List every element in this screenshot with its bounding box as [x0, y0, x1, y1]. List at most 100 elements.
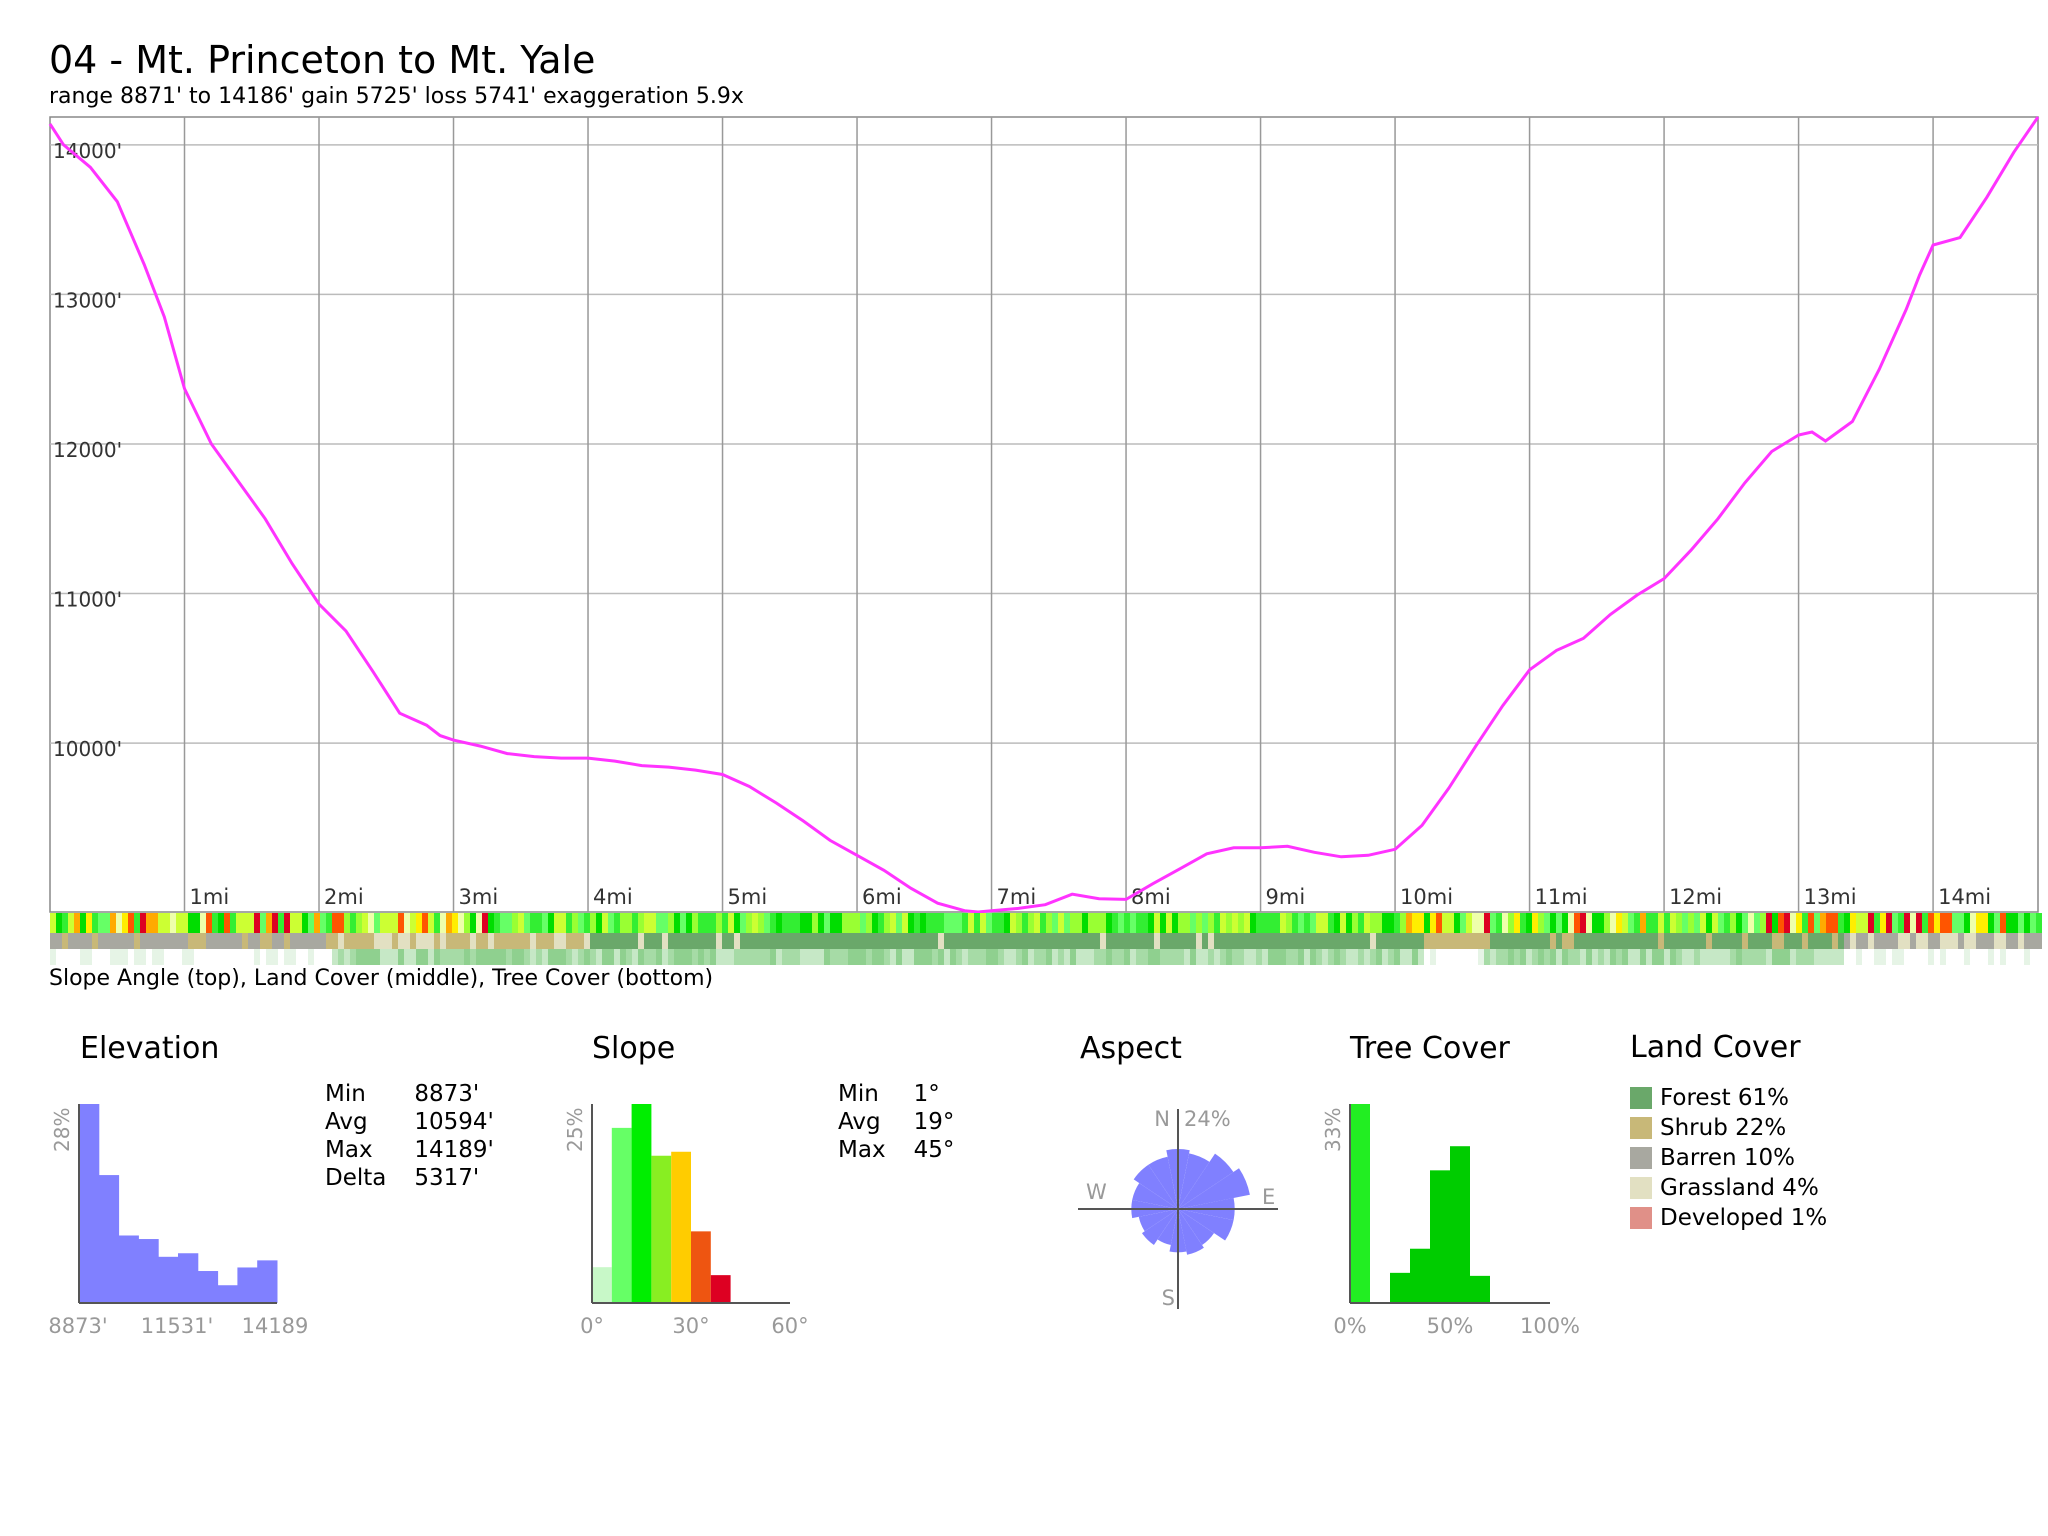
slope-strip-cell: [1298, 913, 1304, 933]
tree-cover-strip-cell: [1820, 949, 1826, 965]
tree-cover-strip-cell: [386, 949, 392, 965]
tree-cover-strip-cell: [968, 949, 974, 965]
tree-cover-strip-cell: [128, 949, 134, 965]
tree-cover-histogram: Tree Cover 33% 0% 50% 100%: [1321, 1031, 1580, 1338]
land-cover-label: Grassland 4%: [1660, 1175, 1819, 1201]
land-cover-strip-cell: [1682, 933, 1688, 949]
land-cover-strip-cell: [1994, 933, 2000, 949]
land-cover-strip-cell: [800, 933, 806, 949]
tree-cover-strip-cell: [542, 949, 548, 965]
slope-strip-cell: [368, 913, 374, 933]
slope-strip-cell: [1256, 913, 1262, 933]
land-cover-strip-cell: [458, 933, 464, 949]
land-cover-strip-cell: [1850, 933, 1856, 949]
tree-cover-strip-cell: [482, 949, 488, 965]
tree-cover-strip-cell: [1586, 949, 1592, 965]
tree-cover-strip-cell: [2024, 949, 2030, 965]
x-tick-label: 9mi: [1266, 885, 1306, 909]
slope-strip-cell: [146, 913, 152, 933]
tree-cover-strip-cell: [956, 949, 962, 965]
slope-strip-cell: [1004, 913, 1010, 933]
land-cover-strip-cell: [1160, 933, 1166, 949]
land-cover-strip-cell: [1130, 933, 1136, 949]
slope-strip-cell: [176, 913, 182, 933]
tree-cover-strip-cell: [152, 949, 158, 965]
land-cover-strip-cell: [194, 933, 200, 949]
land-cover-strip-cell: [1208, 933, 1214, 949]
land-cover-strip-cell: [692, 933, 698, 949]
land-cover-strip-cell: [1982, 933, 1988, 949]
land-cover-strip-cell: [542, 933, 548, 949]
tree-cover-strip-cell: [1880, 949, 1886, 965]
slope-strip-cell: [1802, 913, 1808, 933]
tree-cover-strip-cell: [1766, 949, 1772, 965]
slope-strip-cell: [2000, 913, 2006, 933]
tree-cover-strip-cell: [692, 949, 698, 965]
slope-strip-cell: [1508, 913, 1514, 933]
land-cover-strip-cell: [920, 933, 926, 949]
slope-strip-cell: [1016, 913, 1022, 933]
land-cover-strip-cell: [902, 933, 908, 949]
tree-cover-strip-cell: [362, 949, 368, 965]
land-cover-strip-cell: [1286, 933, 1292, 949]
land-cover-strip-cell: [152, 933, 158, 949]
land-cover-strip-cell: [560, 933, 566, 949]
slope-strip-cell: [548, 913, 554, 933]
slope-strip-cell: [1478, 913, 1484, 933]
tree-cover-strip-cell: [812, 949, 818, 965]
slope-strip-cell: [1598, 913, 1604, 933]
tree-cover-strip-cell: [176, 949, 182, 965]
tree-cover-strip-cell: [992, 949, 998, 965]
slope-strip-cell: [980, 913, 986, 933]
tree-cover-strip-cell: [728, 949, 734, 965]
tree-cover-strip-cell: [1226, 949, 1232, 965]
land-cover-strip-cell: [1922, 933, 1928, 949]
land-cover-strip-cell: [476, 933, 482, 949]
slope-strip-cell: [242, 913, 248, 933]
tree-cover-strip-cell: [380, 949, 386, 965]
aspect-wedge: [1178, 1168, 1250, 1209]
land-cover-strip-cell: [524, 933, 530, 949]
land-cover-strip-cell: [1022, 933, 1028, 949]
land-cover-strip-cell: [1238, 933, 1244, 949]
land-cover-strip-cell: [866, 933, 872, 949]
land-cover-strip-cell: [266, 933, 272, 949]
land-cover-strip-cell: [620, 933, 626, 949]
tree-cover-strip-cell: [818, 949, 824, 965]
land-cover-strip-cell: [176, 933, 182, 949]
slope-strip-cell: [362, 913, 368, 933]
tree-cover-strip-cell: [1946, 949, 1952, 965]
land-cover-strip-cell: [1610, 933, 1616, 949]
slope-strip-cell: [1718, 913, 1724, 933]
tree-cover-strip-cell: [1208, 949, 1214, 965]
land-cover-strip-cell: [1244, 933, 1250, 949]
x-tick-label: 10mi: [1400, 885, 1453, 909]
slope-strip-cell: [212, 913, 218, 933]
tree-cover-strip-cell: [272, 949, 278, 965]
slope-strip-cell: [434, 913, 440, 933]
slope-strip-cell: [1784, 913, 1790, 933]
land-cover-strip-cell: [1346, 933, 1352, 949]
slope-strip-cell: [608, 913, 614, 933]
tree-cover-strip-cell: [1328, 949, 1334, 965]
slope-strip-cell: [1100, 913, 1106, 933]
tree-cover-strip-cell: [1832, 949, 1838, 965]
land-cover-strip-cell: [1340, 933, 1346, 949]
chart-title: 04 - Mt. Princeton to Mt. Yale: [49, 38, 596, 82]
land-cover-strip-cell: [212, 933, 218, 949]
slope-strip-cell: [782, 913, 788, 933]
slope-strip-cell: [764, 913, 770, 933]
tree-cover-strip-cell: [104, 949, 110, 965]
slope-strip-cell: [686, 913, 692, 933]
land-cover-strip-cell: [632, 933, 638, 949]
slope-strip-cell: [2024, 913, 2030, 933]
tree-cover-strip-cell: [1268, 949, 1274, 965]
tree-cover-strip-cell: [464, 949, 470, 965]
land-cover-strip-cell: [1958, 933, 1964, 949]
slope-strip-cell: [302, 913, 308, 933]
x-tick-label: 12mi: [1669, 885, 1722, 909]
land-cover-strip-cell: [1532, 933, 1538, 949]
slope-strip-cell: [944, 913, 950, 933]
slope-strip-cell: [884, 913, 890, 933]
land-cover-strip-cell: [506, 933, 512, 949]
